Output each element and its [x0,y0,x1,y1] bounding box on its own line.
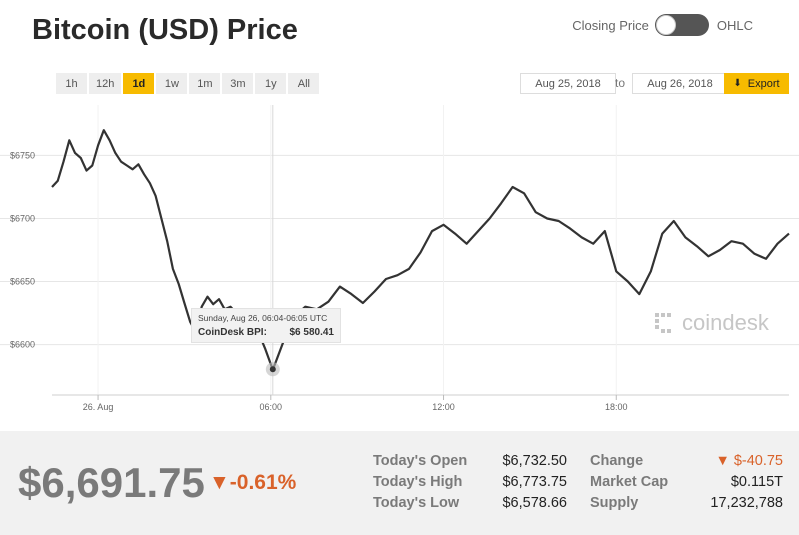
price-type-toggle-group: Closing Price OHLC [572,14,753,36]
market-cap-value: $0.115T [730,474,783,490]
todays-low-label: Today's Low [373,495,460,511]
watermark-text: coindesk [682,310,769,335]
range-button-1y[interactable]: 1y [255,73,287,94]
closing-price-label: Closing Price [572,17,649,33]
supply-label: Supply [590,495,639,511]
change-label: Change [590,453,644,469]
range-button-1w[interactable]: 1w [156,73,188,94]
date-separator: to [615,76,626,90]
x-tick-label: 18:00 [605,402,628,412]
chart-tooltip: Sunday, Aug 26, 06:04-06:05 UTC CoinDesk… [191,308,341,343]
todays-open-value: $6,732.50 [502,453,567,469]
x-tick-label: 06:00 [260,402,283,412]
market-cap-label: Market Cap [590,474,669,490]
x-tick-label: 26. Aug [83,402,114,412]
x-tick-label: 12:00 [432,402,455,412]
range-button-3m[interactable]: 3m [222,73,254,94]
todays-low-value: $6,578.66 [502,495,567,511]
range-button-1m[interactable]: 1m [189,73,221,94]
download-arrow-icon: ⬇ [733,78,742,89]
range-button-1h[interactable]: 1h [56,73,87,94]
range-button-1d[interactable]: 1d [123,73,155,94]
date-from-input[interactable]: Aug 25, 2018 [520,73,616,94]
price-type-toggle[interactable] [654,14,709,36]
change-percent: ▼-0.61% [209,471,297,494]
tooltip-date: Sunday, Aug 26, 06:04-06:05 UTC [198,313,328,323]
ohlc-label: OHLC [716,17,753,33]
date-to-input[interactable]: Aug 26, 2018 [632,73,728,94]
todays-high-label: Today's High [373,474,463,490]
price-chart[interactable]: $6600 $6650 $6700 $6750 26. Aug 06:00 12:00 18:… [0,100,799,420]
tooltip-label: CoinDesk BPI: [198,327,267,338]
y-tick-label: $6750 [10,150,35,160]
tooltip-value: $6 580.41 [289,327,335,338]
export-label: Export [747,77,780,90]
price-summary-panel: $6,691.75 ▼-0.61% Today's Open $6,732.50… [0,431,799,535]
change-value: ▼ $-40.75 [715,453,783,469]
hover-marker-dot [269,366,276,373]
todays-open-label: Today's Open [373,453,468,469]
y-tick-label: $6700 [10,213,35,223]
range-button-12h[interactable]: 12h [89,73,122,94]
supply-value: 17,232,788 [710,495,783,511]
coindesk-watermark: coindesk [654,310,769,336]
current-price: $6,691.75 [18,459,205,506]
y-tick-label: $6650 [10,277,35,287]
page-title: Bitcoin (USD) Price [32,14,298,46]
range-button-group: 1h 12h 1d 1w 1m 3m 1y All [56,73,321,94]
todays-high-value: $6,773.75 [502,474,567,490]
export-button[interactable]: ⬇ Export [724,73,789,94]
toggle-knob [655,15,676,35]
range-button-all[interactable]: All [288,73,320,94]
y-tick-label: $6600 [10,340,35,350]
coindesk-logo-icon [655,313,671,333]
